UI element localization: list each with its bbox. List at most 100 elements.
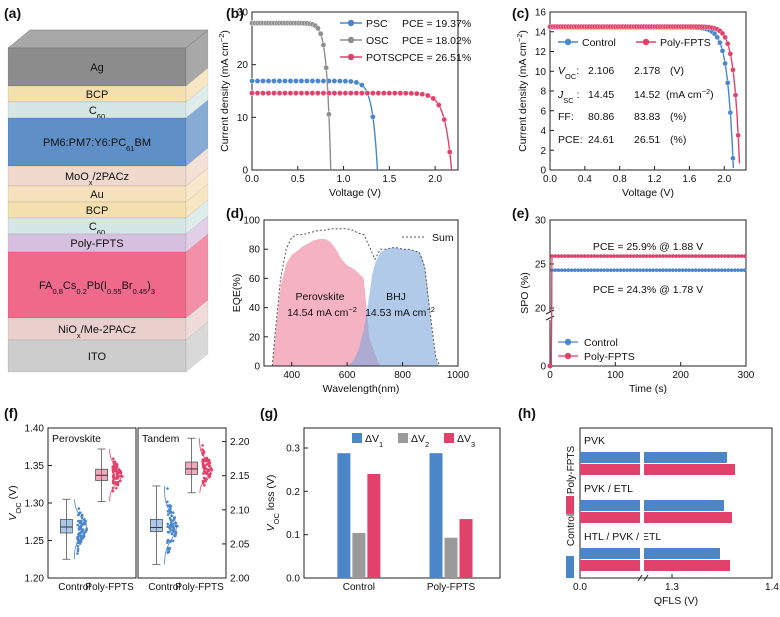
bar-1: [429, 453, 443, 578]
axis-break-gap: [640, 444, 644, 576]
eqe-area-bhj: [347, 247, 439, 366]
spo-point: [586, 254, 590, 258]
x-tick-label: 0.4: [578, 174, 592, 185]
spo-point: [723, 268, 727, 272]
table-unit: (%): [670, 134, 686, 146]
table-poly: 2.178: [634, 65, 660, 77]
legend-marker: [642, 38, 650, 46]
legend-label: Poly-FPTS: [584, 351, 635, 363]
spo-point: [671, 268, 675, 272]
jv-point: [260, 90, 266, 96]
y-tick-label: 2.20: [230, 437, 250, 448]
spo-point: [605, 254, 610, 258]
legend-swatch: [398, 433, 408, 443]
spo-point: [684, 254, 688, 258]
jv-point: [298, 90, 305, 96]
spo-point: [690, 254, 695, 258]
data-point: [76, 549, 80, 553]
jv-point: [282, 78, 288, 84]
spo-point: [631, 254, 636, 258]
data-point: [166, 541, 169, 544]
spo-point: [667, 268, 672, 272]
jv-point: [364, 90, 371, 96]
table-poly: 14.52: [634, 89, 660, 101]
stack-layer-label: NiOx/Me-2PACz: [58, 324, 136, 340]
spo-point: [599, 268, 603, 272]
x-category-label: Poly-FPTS: [85, 582, 134, 593]
y-tick-label: 1.40: [25, 424, 45, 435]
x-tick-label: 1.5: [382, 174, 396, 185]
y-tick-label: 1.30: [25, 499, 45, 510]
jv-point: [435, 102, 442, 108]
data-point: [168, 505, 172, 508]
data-point: [79, 525, 83, 529]
x-category-label: Poly-FPTS: [427, 582, 476, 593]
spo-point: [582, 254, 587, 258]
panel-label-g: (g): [260, 405, 278, 421]
spo-point: [680, 254, 685, 258]
data-point: [77, 507, 81, 510]
jv-point: [287, 90, 294, 96]
legend-label: Control: [584, 337, 618, 349]
data-point: [166, 522, 170, 526]
stack-layer: [7, 339, 187, 373]
axis-break: [545, 309, 555, 315]
data-point: [79, 527, 83, 531]
jv-point: [722, 34, 728, 41]
table-unit: (mA cm−2): [666, 87, 714, 102]
jv-point: [249, 90, 255, 96]
y-tick-label: 0: [540, 362, 546, 373]
spo-point: [586, 268, 590, 272]
stack-layer-label: Poly-FPTS: [70, 238, 123, 250]
spo-point: [664, 268, 669, 272]
data-point: [174, 533, 177, 537]
spo-point: [700, 254, 705, 258]
bhj-label: BHJ: [386, 291, 406, 303]
spo-point: [667, 254, 672, 258]
spo-point: [657, 254, 662, 258]
x-tick-label: 1.4: [765, 582, 779, 593]
spo-point: [547, 363, 553, 369]
spo-point: [566, 254, 571, 258]
data-point: [169, 507, 172, 511]
jv-point: [320, 90, 327, 96]
jv-point: [323, 64, 329, 71]
y-tick-label: 0.2: [286, 487, 300, 498]
spo-point: [599, 254, 603, 258]
x-tick-label: 100: [607, 370, 624, 381]
jv-point: [260, 78, 266, 84]
table-param: VOC:: [558, 65, 579, 81]
spo-point: [687, 254, 691, 258]
x-tick-label: 0.0: [245, 174, 259, 185]
jv-point: [441, 116, 448, 123]
jv-point: [326, 90, 332, 96]
data-point: [78, 511, 82, 514]
data-point: [204, 472, 208, 475]
jv-point: [287, 78, 294, 84]
stack-layer-label: Au: [90, 189, 103, 201]
axis-break: [637, 574, 643, 582]
table-poly: 83.83: [634, 111, 660, 123]
data-point: [111, 465, 114, 468]
spo-point: [563, 268, 567, 272]
jv-point: [419, 91, 426, 97]
subplot-frame: [47, 427, 137, 579]
x-tick-label: 400: [283, 370, 300, 381]
x-tick-label: 1000: [447, 370, 470, 381]
spo-point: [710, 254, 714, 258]
perovskite-jsc: 14.54 mA cm−2: [287, 305, 357, 320]
spo-point: [553, 268, 558, 272]
spo-point: [697, 254, 701, 258]
bar-3: [367, 474, 381, 578]
y-tick-label: 25: [535, 260, 547, 271]
spo-point: [628, 254, 633, 258]
spo-point: [697, 268, 701, 272]
spo-point: [677, 254, 682, 258]
plot-frame: [549, 219, 747, 367]
jv-point: [342, 78, 349, 84]
spo-point: [713, 268, 718, 272]
spo-point: [644, 268, 649, 272]
spo-point: [713, 254, 718, 258]
data-point: [201, 444, 204, 447]
